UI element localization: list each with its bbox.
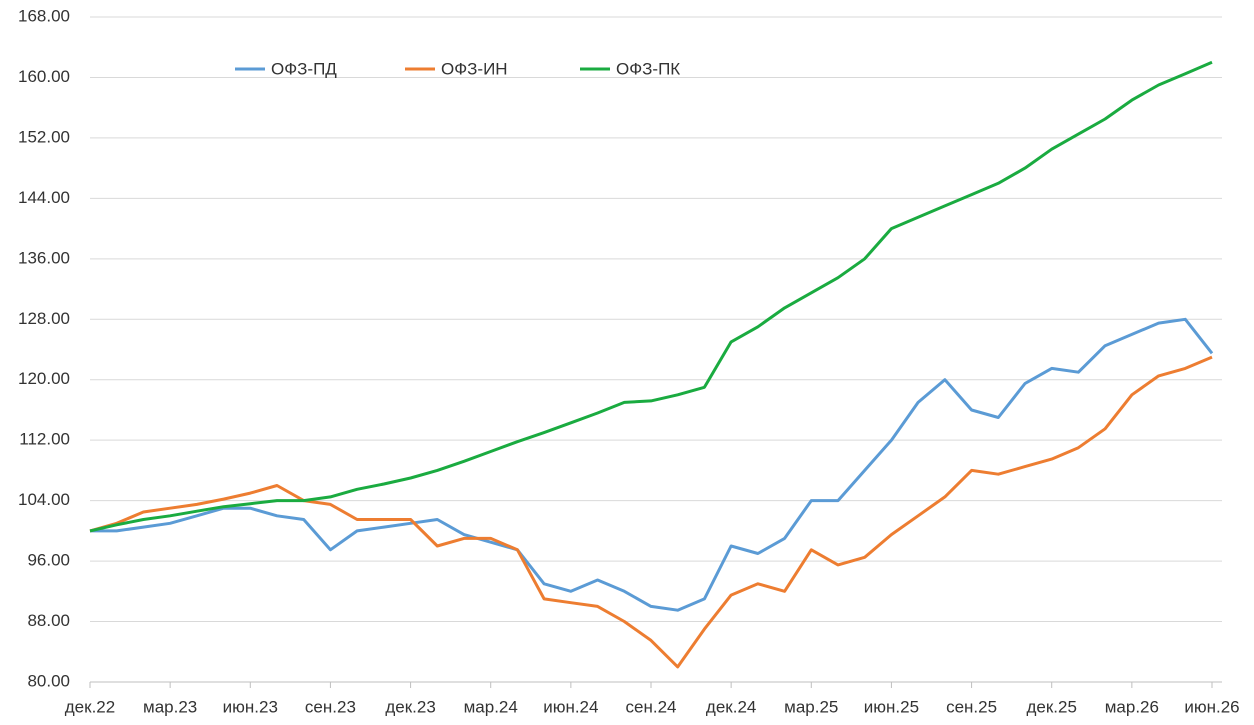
x-tick-label: мар.25 xyxy=(784,697,838,716)
y-tick-label: 88.00 xyxy=(27,611,70,630)
series-line xyxy=(89,60,1213,533)
series-line xyxy=(89,355,1213,669)
y-tick-label: 96.00 xyxy=(27,551,70,570)
x-tick-label: дек.24 xyxy=(706,697,756,716)
y-tick-label: 104.00 xyxy=(18,490,70,509)
y-tick-label: 128.00 xyxy=(18,309,70,328)
y-tick-label: 136.00 xyxy=(18,248,70,267)
x-tick-label: июн.23 xyxy=(223,697,278,716)
y-tick-label: 112.00 xyxy=(19,430,70,449)
x-tick-label: дек.25 xyxy=(1026,697,1076,716)
series-line xyxy=(90,317,1214,612)
y-tick-label: 152.00 xyxy=(18,127,70,146)
y-tick-label: 168.00 xyxy=(18,6,70,25)
y-tick-label: 160.00 xyxy=(18,67,70,86)
x-tick-label: мар.24 xyxy=(464,697,518,716)
x-tick-label: дек.23 xyxy=(385,697,435,716)
x-tick-label: сен.23 xyxy=(305,697,356,716)
x-tick-label: июн.26 xyxy=(1184,697,1239,716)
legend-label: ОФЗ-ПД xyxy=(271,59,337,78)
x-tick-label: июн.24 xyxy=(543,697,598,716)
x-tick-label: мар.23 xyxy=(143,697,197,716)
legend-label: ОФЗ-ИН xyxy=(441,59,508,78)
x-tick-label: сен.25 xyxy=(946,697,997,716)
x-tick-label: дек.22 xyxy=(65,697,115,716)
y-tick-label: 80.00 xyxy=(27,671,70,690)
y-tick-label: 144.00 xyxy=(18,188,70,207)
x-tick-label: сен.24 xyxy=(626,697,677,716)
legend-label: ОФЗ-ПК xyxy=(616,59,680,78)
x-tick-label: июн.25 xyxy=(864,697,919,716)
y-tick-label: 120.00 xyxy=(18,369,70,388)
x-tick-label: мар.26 xyxy=(1105,697,1159,716)
